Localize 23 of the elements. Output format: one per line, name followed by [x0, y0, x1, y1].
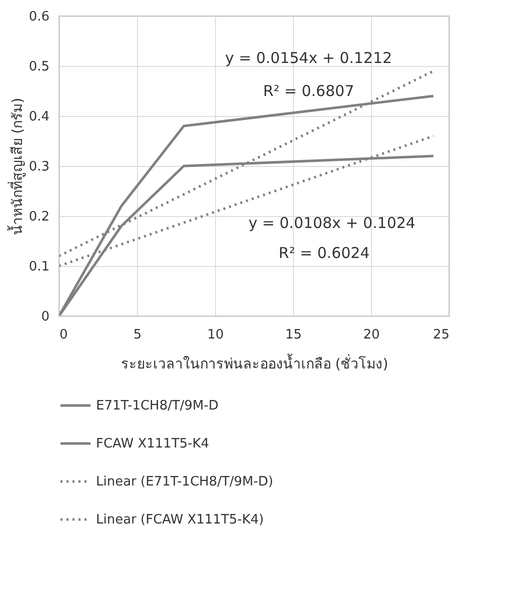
annotation: y = 0.0108x + 0.1024 — [248, 214, 416, 232]
x-tick-label: 0 — [60, 328, 68, 342]
legend-label: Linear (E71T-1CH8/T/9M-D) — [96, 474, 274, 490]
x-axis-title: ระยะเวลาในการพ่นละอองน้ำเกลือ (ชั่วโมง) — [120, 354, 388, 372]
y-tick-label: 0.3 — [28, 160, 50, 174]
x-tick-label: 5 — [133, 328, 142, 342]
y-tick-label: 0.6 — [28, 10, 50, 24]
annotation: R² = 0.6807 — [263, 82, 354, 100]
annotation: R² = 0.6024 — [278, 244, 370, 262]
legend-label: E71T-1CH8/T/9M-D — [96, 398, 218, 414]
x-tick-label: 20 — [363, 328, 380, 342]
legend-label: FCAW X111T5-K4 — [96, 436, 210, 452]
legend-label: Linear (FCAW X111T5-K4) — [96, 512, 264, 528]
x-tick-label: 10 — [207, 328, 224, 342]
x-tick-label: 15 — [285, 328, 302, 342]
y-tick-label: 0.5 — [28, 60, 50, 74]
x-tick-label: 25 — [432, 328, 450, 342]
y-tick-label: 0.4 — [28, 110, 50, 124]
y-axis-title: น้ำหนักที่สูญเสีย (กรัม) — [6, 98, 26, 236]
y-tick-label: 0.2 — [28, 210, 50, 224]
y-tick-label: 0 — [41, 310, 50, 324]
y-tick-label: 0.1 — [28, 260, 50, 274]
annotation: y = 0.0154x + 0.1212 — [225, 49, 392, 67]
